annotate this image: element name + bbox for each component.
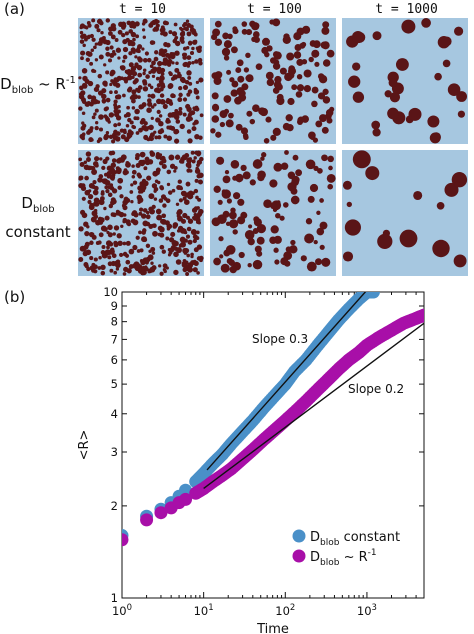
snapshot-panel-r1-c2 (210, 18, 336, 144)
snapshot-panel-r2-c2 (210, 150, 336, 276)
data-point (122, 533, 129, 547)
row-label-dblob-inverse-r: Dblob ~ R-1 (0, 75, 76, 96)
x-axis-label: Time (256, 622, 289, 634)
data-point (140, 513, 154, 527)
snapshot-panel-r1-c1 (78, 18, 204, 144)
row-label-dblob-constant: Dblob constant (5, 194, 71, 241)
y-tick-label: 6 (111, 353, 118, 367)
snapshot-panel-r2-c1 (78, 150, 204, 276)
y-tick-label: 9 (111, 299, 118, 313)
radius-vs-time-chart: 100 101 102 103 1 2 3 4 5 6 7 8 910 Time <R> Slope 0.3 S… (77, 285, 425, 634)
data-point (179, 483, 193, 497)
y-tick-label: 8 (111, 315, 118, 329)
data-point (417, 308, 424, 322)
legend-label: Dblob constant (310, 530, 400, 548)
y-tick-label: 10 (103, 285, 118, 299)
y-tick-label: 7 (111, 332, 118, 346)
x-tick-label: 103 (357, 603, 377, 618)
data-point (179, 492, 193, 506)
column-title-t10: t = 10 (119, 2, 166, 17)
panel-a-label: (a) (4, 0, 25, 18)
panel-b-label: (b) (4, 288, 26, 306)
series-dblob-constant (122, 292, 380, 543)
legend-label: Dblob ~ R-1 (310, 548, 377, 568)
x-tick-label: 101 (194, 603, 214, 618)
snapshot-panel-r1-c3 (342, 18, 468, 144)
fit-line-slope-03 (206, 292, 367, 471)
y-tick-label: 4 (111, 407, 118, 421)
x-tick-label: 102 (275, 603, 295, 618)
x-tick-label: 100 (112, 603, 132, 618)
data-point (154, 506, 168, 520)
y-tick-label: 1 (111, 591, 118, 605)
y-tick-label: 5 (111, 377, 118, 391)
y-axis-label: <R> (77, 430, 92, 461)
annotation-slope-02: Slope 0.2 (348, 382, 404, 396)
column-title-t1000: t = 1000 (375, 2, 438, 17)
y-tick-label: 3 (111, 445, 118, 459)
annotation-slope-03: Slope 0.3 (252, 332, 308, 346)
simulation-snapshot-grid (78, 18, 468, 276)
legend-marker (292, 529, 306, 543)
fit-line-slope-02 (203, 322, 424, 490)
column-title-t100: t = 100 (247, 2, 302, 17)
legend-marker (292, 549, 306, 563)
snapshot-panel-r2-c3 (342, 150, 468, 276)
data-point (366, 292, 380, 299)
y-tick-label: 2 (111, 499, 118, 513)
